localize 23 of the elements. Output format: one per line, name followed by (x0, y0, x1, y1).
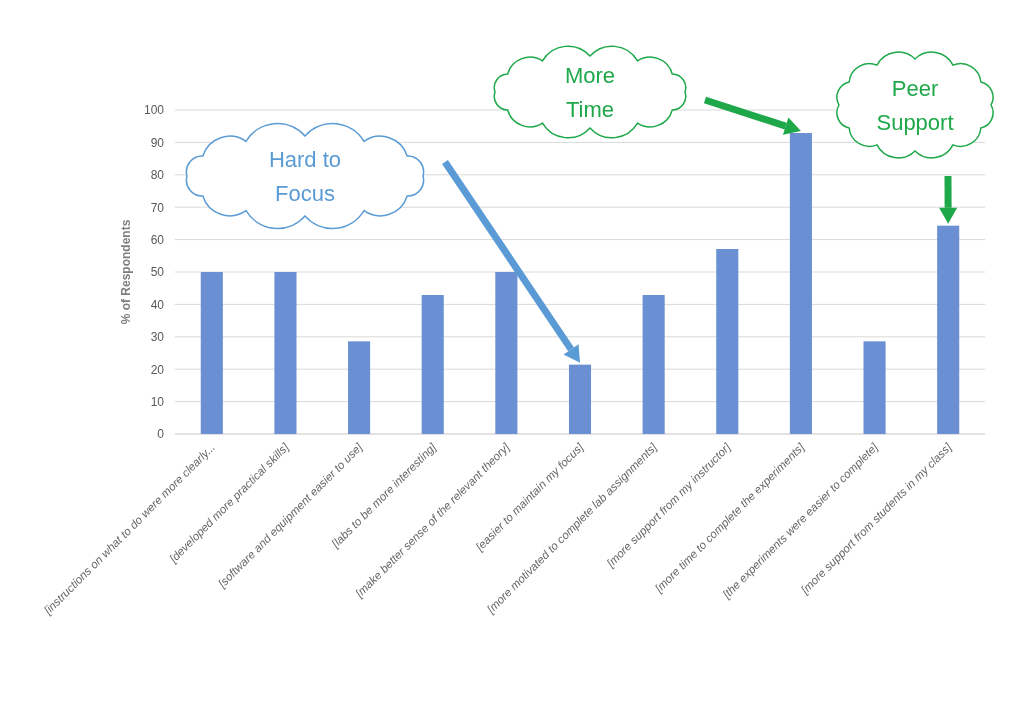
y-tick-label: 40 (150, 297, 165, 312)
y-tick-label: 0 (157, 427, 165, 442)
y-tick-label: 100 (143, 103, 165, 118)
y-tick-label: 50 (150, 265, 165, 280)
bar (348, 341, 371, 434)
y-tick-label: 20 (150, 362, 165, 377)
bar (495, 272, 518, 434)
y-tick-label: 70 (150, 200, 165, 215)
y-tick-label: 80 (150, 168, 165, 183)
bar (274, 272, 297, 434)
bar (642, 295, 665, 434)
bar (863, 341, 886, 434)
y-tick-label: 30 (150, 330, 165, 345)
bar (716, 249, 739, 434)
y-tick-label: 60 (150, 232, 165, 247)
bar (421, 295, 444, 434)
y-tick-label: 90 (150, 135, 165, 150)
annotation: Peer Support (876, 76, 954, 135)
y-axis-title: % of Respondents (119, 219, 133, 325)
annotation: More Time (564, 63, 616, 122)
bar (200, 272, 223, 434)
annotation: Hard to Focus (268, 147, 342, 206)
y-tick-label: 10 (150, 394, 165, 409)
